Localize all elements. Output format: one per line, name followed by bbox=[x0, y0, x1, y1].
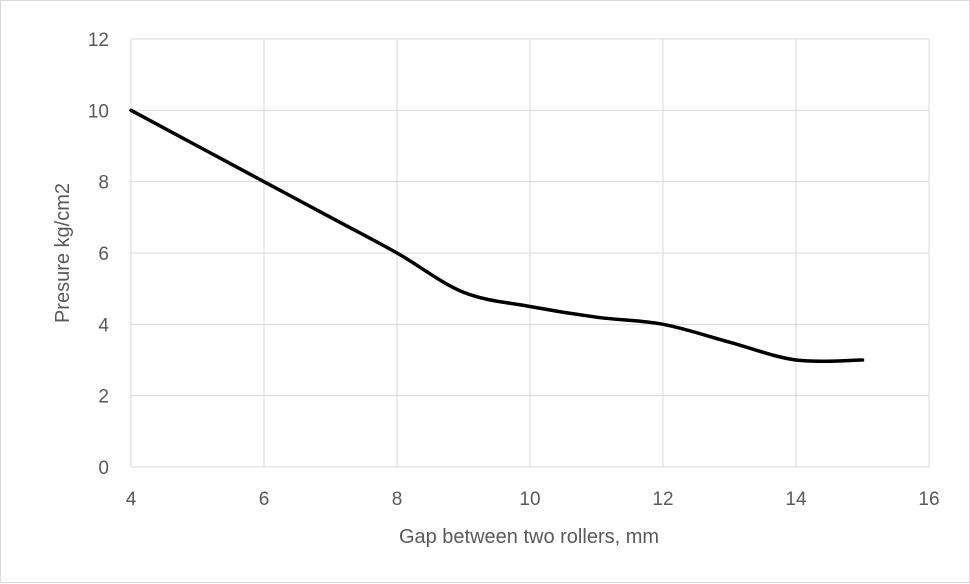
y-tick-labels: 0 2 4 6 8 10 12 bbox=[88, 30, 110, 479]
x-tick-labels: 4 6 8 10 12 14 16 bbox=[126, 489, 940, 510]
y-tick-label: 0 bbox=[98, 458, 109, 479]
x-tick-label: 10 bbox=[519, 489, 540, 510]
x-tick-label: 14 bbox=[785, 489, 807, 510]
y-tick-label: 10 bbox=[88, 101, 109, 122]
x-tick-label: 6 bbox=[259, 489, 270, 510]
y-tick-label: 2 bbox=[98, 387, 109, 408]
y-tick-label: 12 bbox=[88, 30, 109, 51]
x-axis-title: Gap between two rollers, mm bbox=[399, 526, 659, 548]
x-tick-label: 16 bbox=[918, 489, 939, 510]
y-tick-label: 4 bbox=[98, 315, 109, 336]
gridlines bbox=[130, 38, 930, 468]
x-tick-label: 8 bbox=[392, 489, 403, 510]
y-tick-label: 6 bbox=[98, 244, 109, 265]
series-line bbox=[129, 108, 865, 364]
x-tick-label: 4 bbox=[126, 489, 137, 510]
series-layer bbox=[129, 108, 865, 364]
y-axis-title: Presure kg/cm2 bbox=[52, 183, 74, 323]
y-tick-label: 8 bbox=[98, 173, 109, 194]
x-tick-label: 12 bbox=[652, 489, 673, 510]
